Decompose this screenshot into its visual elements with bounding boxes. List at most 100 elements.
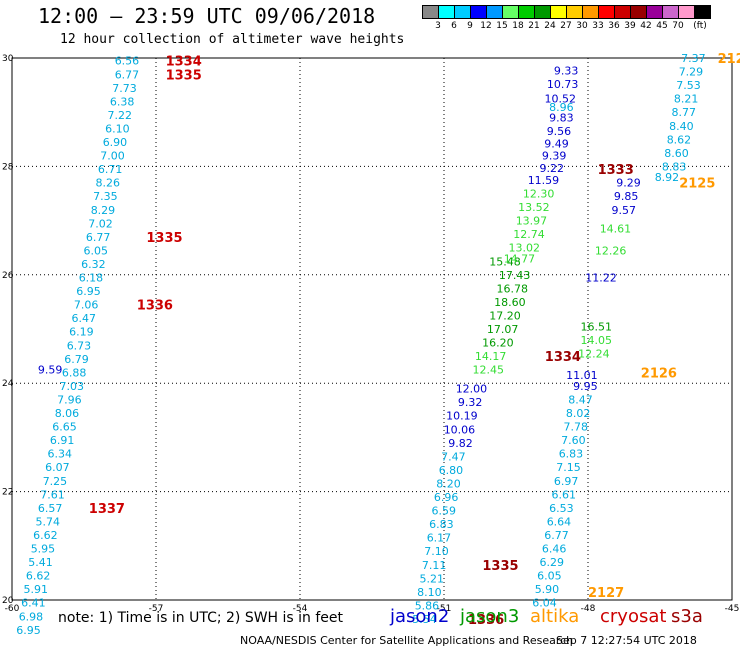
data-point-label: 14.05 — [581, 334, 613, 347]
data-point-label: 6.62 — [26, 570, 51, 583]
data-point-label: 12.30 — [523, 188, 555, 201]
chart-note: note: 1) Time is in UTC; 2) SWH is in fe… — [58, 610, 344, 626]
data-point-label: 6.10 — [105, 122, 130, 135]
data-point-label: 6.64 — [547, 515, 572, 528]
data-point-label: 6.59 — [432, 505, 457, 518]
data-point-label: 13.52 — [518, 201, 550, 214]
data-point-label: 15.48 — [489, 255, 521, 268]
data-point-label: 8.40 — [669, 120, 694, 133]
data-point-label: 6.07 — [45, 461, 70, 474]
data-point-label: 7.15 — [556, 461, 581, 474]
pass-number-label: 1335 — [166, 68, 202, 83]
data-point-label: 6.83 — [559, 448, 584, 461]
data-point-label: 6.46 — [542, 543, 567, 556]
data-point-label: 10.73 — [547, 78, 579, 91]
pass-number-label: 2127 — [588, 586, 624, 601]
colorbar — [422, 5, 711, 19]
data-point-label: 9.82 — [448, 437, 473, 450]
data-point-label: 6.18 — [79, 272, 104, 285]
data-point-label: 6.05 — [84, 244, 109, 257]
data-point-label: 6.41 — [21, 597, 46, 610]
x-tick-label: -54 — [293, 604, 308, 614]
pass-number-label: 1337 — [89, 502, 125, 517]
colorbar-label: 36 — [608, 21, 620, 31]
data-point-label: 6.77 — [86, 231, 111, 244]
data-point-label: 7.78 — [564, 421, 589, 434]
data-point-label: 9.39 — [542, 150, 567, 163]
colorbar-label: 6 — [451, 21, 457, 31]
data-point-label: 6.80 — [439, 464, 464, 477]
data-point-label: 12.26 — [595, 244, 627, 257]
data-point-label: 12.74 — [513, 228, 545, 241]
pass-number-label: 2126 — [641, 366, 677, 381]
pass-number-label: 1334 — [545, 350, 581, 365]
data-point-label: 9.32 — [458, 396, 483, 409]
colorbar-label: 3 — [435, 21, 441, 31]
data-point-label: 6.57 — [38, 502, 63, 515]
data-point-label: 6.38 — [110, 95, 135, 108]
data-point-label: 7.03 — [60, 380, 85, 393]
data-point-label: 9.57 — [612, 204, 637, 217]
data-point-label: 9.33 — [554, 64, 579, 77]
colorbar-label: 45 — [656, 21, 668, 31]
data-point-label: 6.77 — [544, 529, 569, 542]
data-point-label: 6.17 — [427, 532, 452, 545]
data-point-label: 7.06 — [74, 299, 99, 312]
pass-number-label: 1333 — [598, 163, 634, 178]
data-point-label: 7.60 — [561, 434, 586, 447]
data-point-label: 8.96 — [549, 101, 574, 114]
data-point-label: 6.95 — [16, 624, 41, 637]
data-point-label: 9.49 — [544, 138, 569, 151]
data-point-label: 6.77 — [115, 68, 140, 81]
colorbar-swatch — [694, 5, 711, 19]
data-point-label: 11.22 — [585, 272, 617, 285]
data-point-label: 6.62 — [33, 529, 58, 542]
data-point-label: 6.96 — [434, 491, 459, 504]
data-point-label: 6.83 — [429, 518, 454, 531]
legend-item-cryosat: cryosat — [600, 606, 667, 627]
data-point-label: 6.88 — [62, 366, 87, 379]
colorbar-label: 70 — [672, 21, 684, 31]
data-point-label: 14.17 — [475, 350, 507, 363]
colorbar-label: 9 — [467, 21, 473, 31]
pass-number-label: 1334 — [166, 55, 202, 70]
pass-number-label: 2125 — [679, 177, 715, 192]
legend-item-jason2: jason2 — [390, 606, 450, 627]
data-point-label: 6.53 — [549, 502, 574, 515]
data-point-label: 6.65 — [52, 421, 77, 434]
data-point-label: 17.20 — [489, 309, 521, 322]
data-point-label: 5.21 — [420, 572, 445, 585]
legend-item-jason3: jason3 — [460, 606, 520, 627]
data-point-label: 7.10 — [424, 545, 449, 558]
pass-number-label: 1336 — [137, 299, 173, 314]
colorbar-label: 42 — [640, 21, 652, 31]
x-tick-label: -60 — [5, 604, 20, 614]
data-point-label: 6.04 — [532, 597, 557, 610]
data-point-label: 10.06 — [444, 423, 476, 436]
data-point-label: 8.02 — [566, 407, 591, 420]
y-tick-label: 22 — [2, 488, 13, 498]
data-point-label: 6.91 — [50, 434, 75, 447]
data-point-label: 7.47 — [441, 450, 466, 463]
data-point-label: 7.02 — [88, 217, 113, 230]
colorbar-label: 18 — [512, 21, 524, 31]
pass-number-label: 1336 — [468, 613, 504, 628]
data-point-label: 7.96 — [57, 393, 82, 406]
y-tick-label: 26 — [2, 271, 14, 281]
data-point-label: 18.60 — [494, 296, 526, 309]
data-point-label: 8.47 — [568, 393, 593, 406]
x-tick-label: -51 — [437, 604, 452, 614]
data-point-label: 13.02 — [509, 242, 541, 255]
data-point-label: 17.43 — [499, 269, 531, 282]
data-point-label: 7.11 — [422, 559, 447, 572]
data-point-label: 7.61 — [40, 488, 65, 501]
y-tick-label: 30 — [2, 54, 14, 64]
data-point-label: 6.90 — [103, 136, 128, 149]
data-point-label: 16.51 — [581, 320, 613, 333]
data-point-label: 7.73 — [112, 82, 137, 95]
data-point-label: 6.19 — [69, 326, 94, 339]
colorbar-label: 12 — [480, 21, 492, 31]
colorbar-label: 33 — [592, 21, 604, 31]
data-point-label: 8.29 — [91, 204, 116, 217]
pass-number-label: 1335 — [146, 231, 182, 246]
